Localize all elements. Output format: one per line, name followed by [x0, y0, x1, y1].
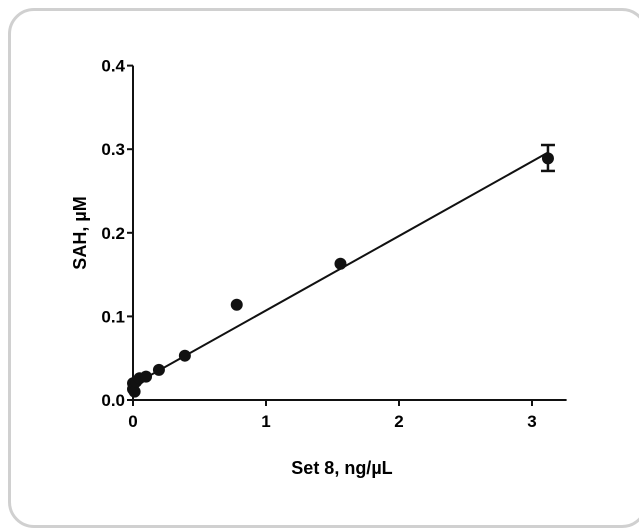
y-tick-label: 0.4 — [101, 57, 125, 76]
x-tick-label: 3 — [527, 412, 536, 431]
data-point — [128, 385, 141, 398]
chart-frame — [8, 8, 639, 528]
data-point — [140, 370, 153, 383]
data-point — [152, 363, 165, 376]
data-point — [178, 349, 191, 362]
y-axis-title: SAH, µM — [70, 196, 90, 269]
x-tick-label: 2 — [394, 412, 403, 431]
y-tick-label: 0.1 — [101, 307, 125, 326]
axes: 0.0 0.1 0.2 0.3 0.4 0 1 2 3 — [101, 57, 567, 431]
y-tick-label: 0.0 — [101, 391, 125, 410]
data-point — [334, 257, 347, 270]
data-points — [127, 143, 555, 398]
data-point — [230, 298, 243, 311]
scatter-chart: 0.0 0.1 0.2 0.3 0.4 0 1 2 3 Set 8, ng/µL SAH, µM — [70, 57, 567, 478]
y-tick-label: 0.3 — [101, 140, 125, 159]
x-tick-label: 1 — [261, 412, 270, 431]
data-point — [541, 152, 554, 165]
x-axis-title: Set 8, ng/µL — [291, 458, 392, 478]
x-tick-label: 0 — [128, 412, 137, 431]
y-tick-label: 0.2 — [101, 224, 125, 243]
